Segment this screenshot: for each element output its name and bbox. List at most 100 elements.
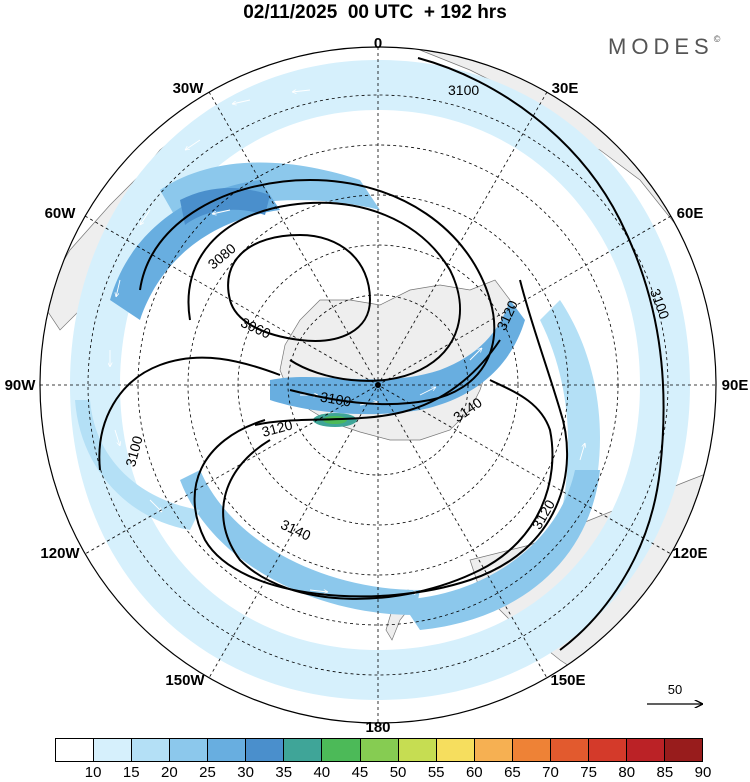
- colorbar-tick-label: 40: [313, 764, 331, 781]
- wind-vector: [479, 566, 495, 576]
- colorbar-tick-label: 60: [465, 764, 483, 781]
- contour-3120-inner: [254, 339, 501, 426]
- colorbar-labels: 10 15 20 25 30 35 40 45 50 55 60 65 70 75 80 85 90: [55, 764, 712, 782]
- longitude-label-120w: 120W: [40, 545, 80, 562]
- wind-vector: [419, 386, 436, 396]
- colorbar-cell: [246, 739, 285, 761]
- wind-vector: [259, 519, 276, 527]
- longitude-label-120e: 120E: [672, 545, 707, 562]
- contour-label-3120: 3120: [260, 416, 294, 440]
- longitude-label-60w: 60W: [45, 205, 77, 222]
- wind-band-central: [270, 300, 525, 415]
- colorbar-tick-label: 20: [161, 764, 178, 781]
- wind-vector: [212, 209, 231, 214]
- longitude-labels: 0 30E 60E 90E 120E 150E 180 150W 120W 90…: [5, 35, 749, 736]
- colorbar-tick-label: 75: [580, 764, 597, 781]
- wind-vector: [345, 210, 361, 216]
- longitude-label-90w: 90W: [5, 377, 37, 394]
- reference-arrow-icon: [647, 682, 703, 712]
- colorbar-tick-label: 35: [275, 764, 293, 781]
- reference-vector: 50: [645, 682, 705, 712]
- colorbar-cell: [360, 739, 399, 761]
- longitude-label-180: 180: [365, 719, 390, 736]
- contour-label-3100: 3100: [122, 434, 146, 468]
- colorbar-cell: [512, 739, 551, 761]
- wind-vector: [292, 90, 311, 92]
- colorbar-cell: [94, 739, 133, 761]
- contour-3100-west: [98, 356, 281, 471]
- wind-band-south: [180, 470, 420, 615]
- wind-speed-shading: [70, 60, 690, 700]
- wind-vector: [149, 499, 162, 512]
- height-contours: [98, 57, 665, 651]
- colorbar-tick-label: 45: [351, 764, 369, 781]
- brand-text: MODES: [608, 34, 714, 59]
- colorbar: [55, 738, 703, 762]
- wind-vector: [140, 209, 151, 225]
- contour-3060-loop: [227, 233, 372, 342]
- longitude-label-90e: 90E: [722, 377, 749, 394]
- colorbar-cell: [474, 739, 513, 761]
- contour-3140-ring: [222, 379, 554, 600]
- colorbar-tick-label: 90: [694, 764, 712, 781]
- wind-vector: [528, 188, 541, 201]
- wind-vector: [598, 363, 600, 381]
- wind-band-jet-core: [180, 188, 270, 225]
- colorbar-cell: [322, 739, 361, 761]
- wind-vector: [309, 590, 328, 592]
- colorbar-cell: [56, 739, 95, 761]
- colorbar-tick-label: 85: [656, 764, 674, 781]
- colorbar-tick-label: 10: [84, 764, 102, 781]
- colorbar-tick-label: 15: [122, 764, 140, 781]
- colorbar-tick-label: 65: [504, 764, 521, 781]
- wind-vector: [116, 279, 121, 297]
- colorbar-cell: [436, 739, 475, 761]
- wind-vector: [219, 554, 236, 562]
- colorbar-tick-label: 25: [199, 764, 216, 781]
- contour-label-3100: 3100: [448, 82, 479, 98]
- colorbar-cell: [626, 739, 665, 761]
- copyright-mark: ©: [713, 34, 721, 44]
- colorbar-tick-label: 50: [389, 764, 407, 781]
- contour-3100-outer: [417, 57, 665, 651]
- colorbar-cell: [665, 739, 703, 761]
- contour-3100-ring: [139, 178, 496, 406]
- longitude-label-0: 0: [374, 35, 382, 52]
- contour-3120-ring: [193, 279, 569, 598]
- wind-vector: [209, 329, 222, 343]
- colorbar-cell: [588, 739, 627, 761]
- reference-vector-label: 50: [667, 682, 683, 697]
- wind-vector: [232, 99, 251, 104]
- colorbar-cell: [398, 739, 437, 761]
- contour-3080-loop: [187, 201, 461, 382]
- wind-band-jet-west: [110, 180, 280, 320]
- map-border: [39, 46, 717, 724]
- wind-vectors: [110, 90, 600, 596]
- longitude-label-30w: 30W: [173, 80, 205, 97]
- colorbar-tick-label: 55: [427, 764, 445, 781]
- colorbar-cell: [284, 739, 323, 761]
- wind-vector: [469, 348, 482, 361]
- longitude-label-150w: 150W: [165, 672, 205, 689]
- south-pole-marker: [375, 382, 381, 388]
- map-disk: [40, 47, 716, 723]
- wind-vector: [195, 269, 201, 287]
- modes-logo: MODES©: [608, 34, 720, 60]
- wind-vector: [114, 429, 120, 446]
- wind-vector: [185, 139, 201, 150]
- longitude-label-30e: 30E: [552, 80, 579, 97]
- colorbar-cell: [132, 739, 171, 761]
- wind-vector: [455, 143, 471, 151]
- colorbar-tick-label: 30: [237, 764, 254, 781]
- wind-band-southeast: [400, 470, 600, 630]
- longitude-label-150e: 150E: [550, 672, 585, 689]
- wind-vector: [579, 443, 585, 461]
- wind-band-indian: [540, 300, 600, 520]
- wind-vector: [400, 237, 411, 251]
- latitude-circle: [87, 94, 669, 676]
- colorbar-cell: [550, 739, 589, 761]
- colorbar-cell: [208, 739, 247, 761]
- wind-vector: [581, 285, 591, 301]
- wind-vector: [429, 521, 446, 531]
